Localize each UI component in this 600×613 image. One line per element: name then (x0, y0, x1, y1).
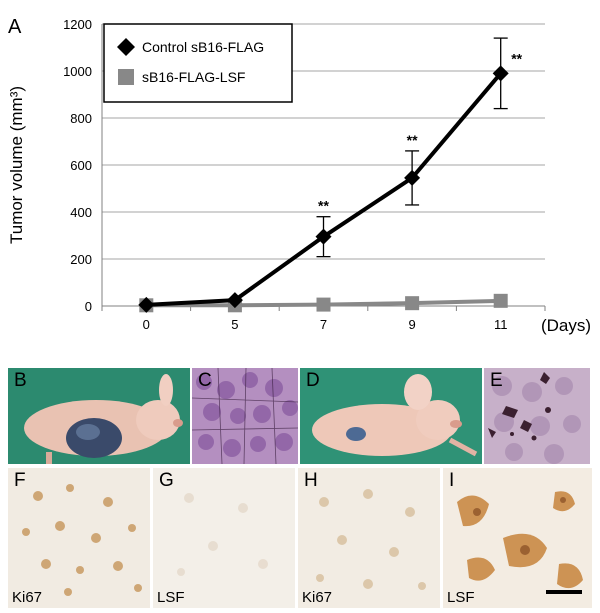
scale-bar (546, 590, 582, 594)
x-tick-label: 5 (231, 317, 238, 332)
panel-label-g: G (159, 470, 174, 491)
significance-marker: ** (407, 132, 418, 148)
panel-label-c: C (198, 370, 212, 391)
chart-legend: Control sB16-FLAG sB16-FLAG-LSF (103, 23, 293, 103)
legend-marker-0 (117, 38, 135, 56)
stain-label-ki67: Ki67 (12, 589, 43, 606)
series-line-0 (146, 72, 503, 307)
panel-label-e: E (490, 370, 503, 391)
panel-label-a: A (8, 16, 22, 38)
panel-label-h: H (304, 470, 318, 491)
x-tick-label: 7 (320, 317, 327, 332)
legend-box (103, 23, 293, 103)
stain-label-lsf: LSF (157, 589, 185, 606)
y-tick-label: 400 (70, 205, 92, 220)
y-tick-label: 800 (70, 111, 92, 126)
data-point (316, 297, 331, 312)
photo-b-mouse-control: B (8, 368, 190, 464)
photo-h-ki67-lsf: H Ki67 (298, 468, 440, 608)
photo-g-lsf-control: G LSF (153, 468, 295, 608)
x-axis-label: (Days) (541, 316, 591, 335)
data-point (138, 296, 155, 313)
tumor-volume-chart: 0 200 400 600 800 1000 1200 0 5 7 9 11 ** ** ** Contr… (7, 17, 591, 335)
y-tick-label: 200 (70, 252, 92, 267)
significance-marker: ** (318, 198, 329, 214)
legend-marker-1 (118, 69, 134, 85)
legend-label-1: sB16-FLAG-LSF (142, 69, 245, 85)
y-tick-label: 1200 (63, 17, 92, 32)
data-point (405, 296, 420, 311)
y-tick-label: 0 (85, 299, 92, 314)
data-point (404, 169, 421, 186)
photo-d-mouse-lsf: D (300, 368, 482, 464)
legend-label-0: Control sB16-FLAG (142, 39, 264, 55)
photo-c-histology-control: C (192, 368, 298, 464)
panel-label-f: F (14, 470, 26, 491)
photo-i-lsf-lsf: I LSF (443, 468, 592, 608)
x-tick-label: 9 (408, 317, 415, 332)
x-tick-label: 11 (494, 317, 508, 332)
series-0: ** ** ** (138, 37, 523, 313)
significance-marker: ** (511, 50, 522, 66)
data-point (492, 65, 509, 82)
y-tick-label: 1000 (63, 64, 92, 79)
panel-label-i: I (449, 470, 455, 491)
data-point (226, 292, 243, 309)
x-tick-label: 0 (143, 317, 150, 332)
chart-series: ** ** ** (138, 37, 523, 313)
y-axis-label: Tumor volume (mm³) (7, 86, 26, 244)
data-point (315, 228, 332, 245)
panel-label-b: B (14, 370, 27, 391)
data-point (493, 293, 508, 308)
panel-label-d: D (306, 370, 320, 391)
stain-label-lsf-i: LSF (447, 589, 475, 606)
y-tick-label: 600 (70, 158, 92, 173)
stain-label-ki67-h: Ki67 (302, 589, 333, 606)
photo-f-ki67-control: F Ki67 (8, 468, 150, 608)
photo-e-histology-lsf: E (484, 368, 590, 464)
